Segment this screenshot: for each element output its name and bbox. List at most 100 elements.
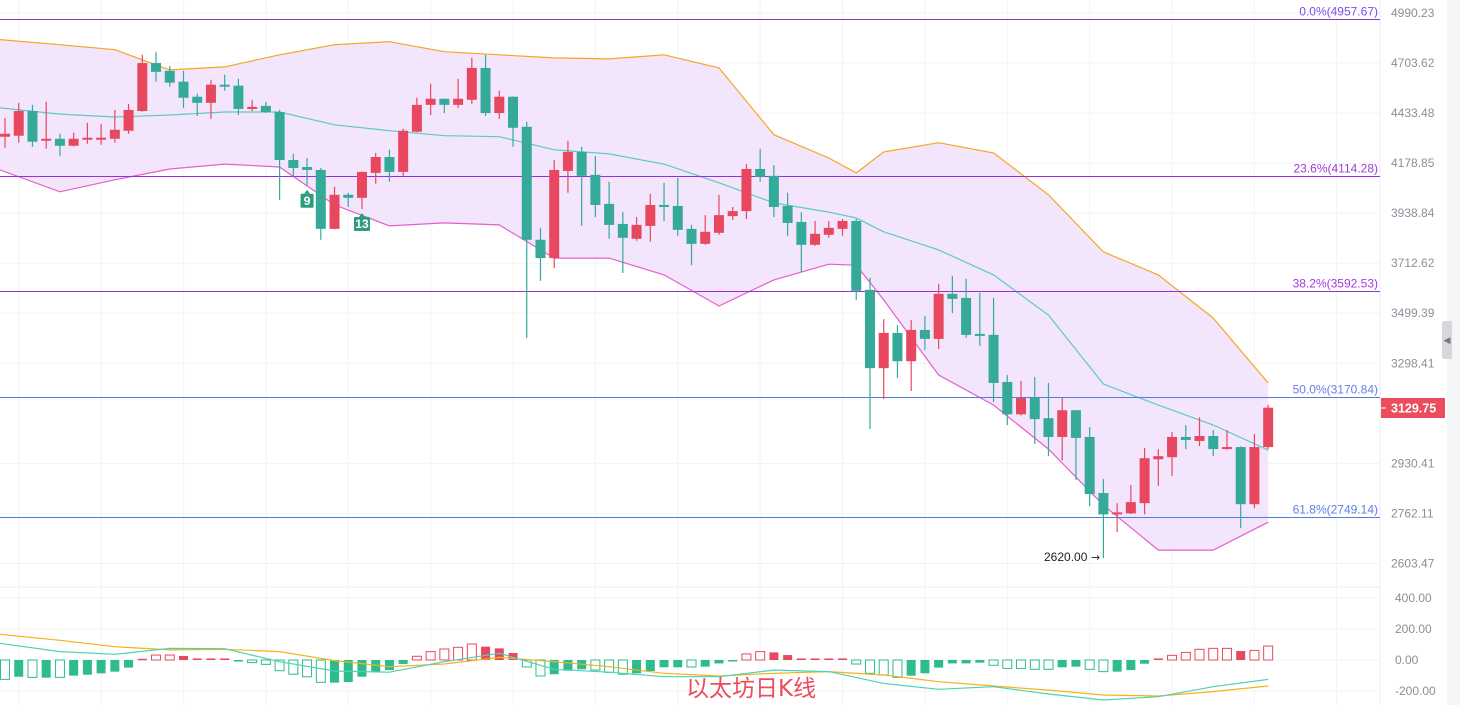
candle-body	[1139, 458, 1150, 504]
macd-tick-label: -200.00	[1395, 684, 1436, 698]
macd-bar	[988, 659, 999, 666]
candle-body	[1125, 502, 1136, 514]
candle-body	[151, 63, 162, 72]
candle-body	[1098, 493, 1109, 515]
candle-body	[1249, 447, 1260, 505]
candle	[1153, 449, 1164, 487]
candle	[1016, 380, 1027, 416]
fib-label: 23.6%(4114.28)	[1293, 162, 1378, 176]
candle	[892, 324, 903, 378]
macd-bar	[810, 658, 820, 660]
candle	[878, 319, 889, 400]
candle	[823, 220, 834, 238]
price-tick-label: 3499.39	[1391, 306, 1435, 320]
macd-bar	[851, 659, 862, 665]
candle-body	[700, 231, 711, 244]
price-tick-label: 4990.23	[1391, 6, 1435, 20]
candle-body	[384, 157, 395, 172]
candle-body	[1167, 436, 1178, 458]
candle	[672, 177, 683, 236]
candle-body	[576, 151, 587, 176]
candle-body	[1029, 398, 1040, 420]
macd-bar	[1236, 651, 1246, 660]
macd-bar	[1084, 659, 1095, 670]
macd-bar	[178, 655, 188, 660]
chart-title: 以太坊日K线	[686, 676, 816, 702]
candle	[645, 193, 656, 242]
price-tick-label: 3712.62	[1391, 256, 1435, 270]
macd-bar	[892, 659, 903, 678]
candle	[109, 109, 120, 143]
candle-body	[82, 137, 93, 140]
candle	[54, 133, 65, 156]
candle	[205, 79, 216, 119]
candle	[151, 51, 162, 82]
candle-body	[837, 220, 848, 229]
candle	[1235, 446, 1246, 529]
marker-label: 13	[355, 217, 369, 231]
candle	[494, 90, 505, 119]
price-tick-label: 2762.11	[1391, 506, 1434, 520]
macd-bar	[755, 651, 766, 661]
candle	[796, 212, 807, 272]
candle	[288, 153, 299, 177]
macd-bar	[398, 660, 408, 665]
candle	[192, 93, 203, 117]
candle	[480, 54, 491, 117]
macd-bar	[563, 660, 573, 671]
fibonacci-levels: 0.0%(4957.67) 23.6%(4114.28) 38.2%(3592.53…	[0, 5, 1380, 518]
candle	[356, 171, 367, 210]
macd-bar	[686, 659, 697, 668]
candle-body	[137, 63, 148, 112]
macd-bar	[69, 660, 79, 676]
collapse-panel-handle[interactable]: ◀	[1442, 321, 1452, 359]
macd-bar	[27, 659, 38, 678]
macd-bar	[975, 660, 985, 663]
macd-bar	[192, 658, 202, 660]
candle-body	[961, 297, 972, 335]
candle	[521, 121, 532, 338]
candle	[1249, 433, 1260, 509]
fib-label: 38.2%(3592.53)	[1293, 277, 1378, 291]
candle-body	[439, 98, 450, 105]
price-tick-label: 4178.85	[1391, 156, 1435, 170]
candle	[562, 140, 573, 193]
candle	[96, 123, 107, 145]
candle-body	[906, 329, 917, 362]
candle-body	[686, 228, 697, 244]
macd-bar	[220, 658, 230, 660]
candle	[0, 117, 10, 148]
candle-body	[535, 239, 546, 259]
candle-body	[1235, 447, 1246, 505]
price-tick-label: 4703.62	[1391, 56, 1435, 70]
candle-body	[123, 109, 134, 131]
candle-body	[796, 221, 807, 245]
candle	[1167, 431, 1178, 477]
candle	[604, 181, 615, 239]
candle	[919, 316, 930, 350]
candle	[1084, 427, 1095, 507]
candle-body	[274, 112, 285, 161]
last-price-tag: 3129.75	[1381, 398, 1445, 418]
macd-bar	[425, 651, 436, 661]
macd-bar	[302, 659, 313, 678]
candle-body	[919, 329, 930, 339]
candle	[137, 54, 148, 112]
macd-bar	[508, 653, 518, 660]
candle	[1057, 398, 1068, 461]
candle	[659, 182, 670, 221]
candle	[1194, 417, 1205, 447]
candle	[123, 103, 134, 134]
candle-body	[411, 104, 422, 132]
candle-body	[1043, 418, 1054, 437]
candle	[178, 70, 189, 108]
candle	[1029, 377, 1040, 444]
candle-body	[631, 224, 642, 239]
upper-band-line	[0, 39, 1269, 384]
candle-body	[164, 70, 175, 83]
macd-bar	[494, 648, 504, 660]
macd-bar	[151, 654, 162, 661]
candle	[219, 74, 230, 91]
macd-bar	[1126, 660, 1136, 671]
